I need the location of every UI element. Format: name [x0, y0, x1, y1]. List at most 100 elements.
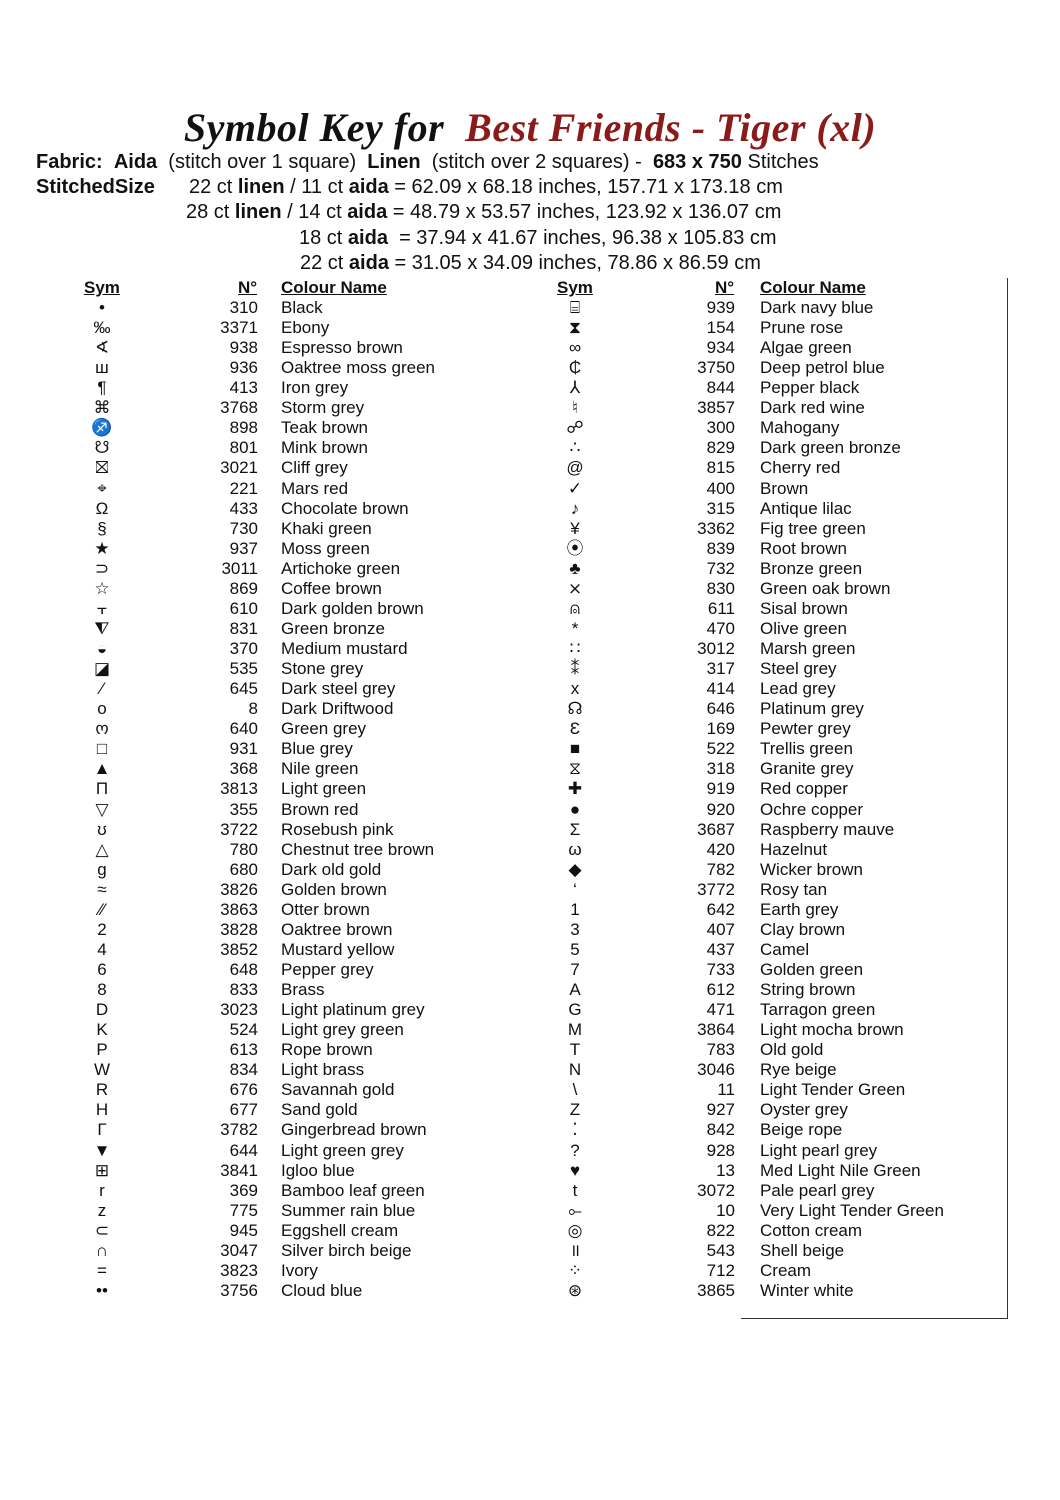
left-thread-number: 535 [229, 659, 258, 679]
size-part: aida [347, 226, 388, 249]
left-symbol: = [97, 1260, 107, 1280]
right-symbol: x [570, 679, 580, 699]
left-thread-number: 3863 [220, 899, 258, 919]
left-colour-name: Stone grey [281, 659, 364, 679]
left-thread-number: 644 [229, 1140, 258, 1160]
left-thread-number: 833 [229, 980, 258, 1000]
left-symbol: W [93, 1060, 111, 1080]
left-thread-number: 680 [229, 859, 258, 879]
right-thread-number: 732 [706, 558, 735, 578]
right-symbol: Z [569, 1100, 581, 1120]
right-colour-name: Bronze green [760, 558, 863, 578]
stitched-size-line: 28 ct linen / 14 ct aida = 48.79 x 53.57… [186, 200, 781, 224]
right-colour-name: Green oak brown [760, 578, 891, 598]
right-thread-number: 733 [706, 959, 735, 979]
left-colour-name: Otter brown [281, 899, 370, 919]
left-symbol: •• [96, 1280, 108, 1300]
left-thread-number: 433 [229, 498, 258, 518]
right-thread-number: 815 [706, 458, 735, 478]
left-colour-name: Blue grey [281, 739, 353, 759]
left-thread-number: 3371 [220, 318, 258, 338]
right-symbol: ● [569, 799, 581, 819]
left-thread-number: 3021 [220, 458, 258, 478]
right-thread-number: 3046 [697, 1060, 735, 1080]
left-colour-name: Brown red [281, 799, 359, 819]
left-colour-name: Dark old gold [281, 859, 382, 879]
right-symbol: t [572, 1180, 578, 1200]
right-thread-number: 939 [706, 298, 735, 317]
right-thread-number: 407 [706, 919, 735, 939]
left-colour-name: Cloud blue [281, 1280, 363, 1300]
left-colour-name: Storm grey [281, 398, 365, 418]
left-symbol: 2 [97, 919, 107, 939]
left-colour-name: Moss green [281, 538, 370, 558]
fabric-aida: Aida [113, 151, 158, 173]
right-symbol: Ɛ [569, 719, 581, 739]
left-thread-number: 3828 [220, 919, 258, 939]
left-thread-number: 834 [229, 1060, 258, 1080]
right-symbol: 7 [570, 959, 580, 979]
header-num-left: N° [238, 278, 258, 297]
right-symbol: A [569, 980, 581, 1000]
left-symbol: ★ [94, 538, 110, 558]
right-colour-name: Light Tender Green [760, 1080, 906, 1100]
right-thread-number: 842 [706, 1120, 735, 1140]
left-thread-number: 931 [229, 739, 258, 759]
left-thread-number: 780 [229, 839, 258, 859]
left-symbol: 8 [97, 980, 107, 1000]
left-colour-name: Mars red [281, 478, 349, 498]
left-thread-number: 936 [229, 358, 258, 378]
left-thread-number: 3826 [220, 879, 258, 899]
header-num-right: N° [715, 278, 735, 297]
left-colour-name: Oaktree brown [281, 919, 393, 939]
left-symbol: ⌘ [93, 398, 111, 418]
fabric-label: Fabric: [36, 151, 103, 173]
linen-note: (stitch over 2 squares) - [431, 151, 642, 173]
left-symbol: K [96, 1020, 108, 1040]
left-colour-name: Ebony [281, 318, 330, 338]
right-thread-number: 420 [706, 839, 735, 859]
right-symbol: ⅄ [569, 378, 581, 398]
left-colour-name: Eggshell cream [281, 1220, 399, 1240]
left-symbol: H [95, 1100, 109, 1120]
left-colour-name: Light green grey [281, 1140, 404, 1160]
header-sym-left: Sym [84, 278, 120, 297]
right-symbol: 5 [570, 939, 580, 959]
left-thread-number: 831 [229, 618, 258, 638]
left-thread-number: 3722 [220, 819, 258, 839]
size-part: = 31.05 x 34.09 inches, 78.86 x 86.59 cm [388, 251, 761, 274]
size-part: = 62.09 x 68.18 inches, 157.71 x 173.18 … [388, 176, 783, 198]
right-colour-name: Fig tree green [760, 518, 866, 538]
right-symbol: ω [568, 839, 582, 859]
right-colour-name: Steel grey [760, 659, 837, 679]
right-colour-name: Light pearl grey [760, 1140, 878, 1160]
right-thread-number: 928 [706, 1140, 735, 1160]
right-thread-number: 822 [706, 1220, 735, 1240]
right-colour-name: Rosy tan [760, 879, 828, 899]
right-thread-number: 522 [706, 739, 735, 759]
right-thread-number: 10 [716, 1200, 735, 1220]
right-thread-number: 414 [706, 679, 735, 699]
left-thread-number: 775 [229, 1200, 258, 1220]
left-symbol: ⊂ [94, 1220, 110, 1240]
stitches-label: Stitches [747, 151, 819, 173]
right-thread-number: 844 [706, 378, 735, 398]
left-symbol: ʊ [97, 819, 107, 839]
left-symbol: D [95, 1000, 109, 1020]
page-title: Symbol Key for Best Friends - Tiger (xl) [0, 104, 1060, 151]
left-thread-number: 869 [229, 578, 258, 598]
right-colour-name: Lead grey [760, 679, 836, 699]
right-thread-number: 642 [706, 899, 735, 919]
left-thread-number: 3768 [220, 398, 258, 418]
right-symbol: ☍ [566, 418, 584, 438]
right-thread-number: 611 [707, 598, 735, 618]
left-thread-number: 3756 [220, 1280, 258, 1300]
right-symbol: ॥ [569, 1240, 581, 1260]
left-symbol: R [95, 1080, 109, 1100]
right-symbol: ⁑ [570, 659, 580, 679]
left-symbol: ♐ [91, 418, 113, 438]
size-part: = 37.94 x 41.67 inches, 96.38 x 105.83 c… [387, 226, 777, 249]
left-colour-name: Ivory [281, 1260, 318, 1280]
right-symbol: G [568, 1000, 582, 1020]
right-colour-name: Winter white [760, 1280, 854, 1300]
